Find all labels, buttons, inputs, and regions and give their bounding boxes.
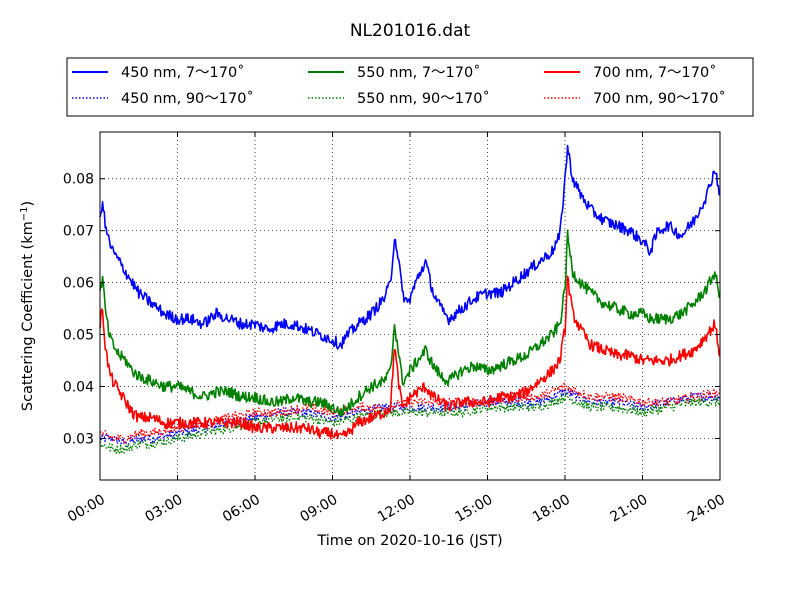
legend: 450 nm, 7～170˚ 450 nm, 90～170˚ 550 nm, 7～1… <box>66 57 754 117</box>
series-line <box>99 229 721 417</box>
x-tick-label: 21:00 <box>608 492 651 526</box>
x-axis-label: Time on 2020-10-16 (JST) <box>316 533 502 549</box>
legend-label: 700 nm, 7～170˚ <box>593 64 716 81</box>
y-axis-label-close: ) <box>20 201 36 207</box>
legend-label: 550 nm, 7～170˚ <box>357 64 480 81</box>
y-tick-label: 0.07 <box>63 224 94 240</box>
series-line <box>99 275 721 440</box>
y-tick-label: 0.05 <box>63 328 94 344</box>
legend-frame <box>66 57 754 117</box>
legend-label: 700 nm, 90～170˚ <box>593 90 726 107</box>
legend-label: 450 nm, 7～170˚ <box>121 64 244 81</box>
y-tick-label: 0.08 <box>63 172 94 188</box>
chart-title: NL201016.dat <box>350 21 471 41</box>
series-line <box>99 388 721 448</box>
y-tick-label: 0.06 <box>63 276 94 292</box>
series-line <box>99 144 721 350</box>
y-axis-label-main: Scattering Coefficient (km <box>20 221 36 411</box>
y-tick-label: 0.04 <box>63 380 94 396</box>
x-tick-label: 00:00 <box>65 492 108 526</box>
x-tick-label: 18:00 <box>530 492 573 526</box>
grid <box>99 132 721 480</box>
y-axis-label-sup: −1 <box>19 207 30 222</box>
x-tick-label: 24:00 <box>685 492 728 526</box>
x-tick-label: 09:00 <box>298 492 341 526</box>
x-tick-label: 15:00 <box>453 492 496 526</box>
y-tick-label: 0.03 <box>63 431 94 447</box>
series-layer <box>99 144 721 455</box>
x-tick-label: 12:00 <box>375 492 418 526</box>
x-tick-label: 06:00 <box>220 492 263 526</box>
x-tick-label: 03:00 <box>143 492 186 526</box>
legend-label: 550 nm, 90～170˚ <box>357 90 490 107</box>
y-axis-label: Scattering Coefficient (km−1) <box>19 201 37 411</box>
legend-label: 450 nm, 90～170˚ <box>121 90 254 107</box>
